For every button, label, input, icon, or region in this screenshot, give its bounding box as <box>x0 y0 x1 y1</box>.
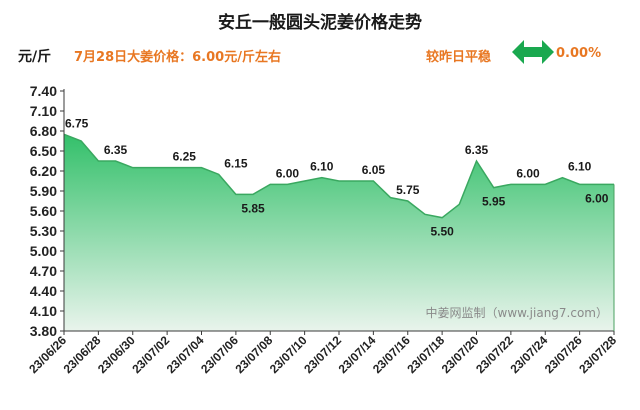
change-percent-text: 0.00% <box>556 46 602 61</box>
price-summary-text: 7月28日大姜价格：6.00元/斤左右 <box>74 50 281 65</box>
y-tick-label: 6.80 <box>30 123 57 139</box>
y-tick-label: 5.90 <box>30 183 57 199</box>
data-label: 6.10 <box>310 160 334 174</box>
y-tick-label: 7.10 <box>30 103 57 119</box>
data-label: 6.75 <box>65 116 89 130</box>
double-arrow-icon <box>512 40 554 64</box>
y-axis-unit-label: 元/斤 <box>18 49 52 65</box>
data-label: 5.85 <box>241 201 265 215</box>
x-tick-label: 23/07/28 <box>576 333 619 376</box>
data-label: 5.95 <box>482 195 506 209</box>
data-label: 6.05 <box>362 163 386 177</box>
y-tick-label: 4.70 <box>30 263 57 279</box>
data-label: 5.50 <box>430 225 454 239</box>
y-tick-label: 4.10 <box>30 303 57 319</box>
data-label: 5.75 <box>396 183 420 197</box>
data-label: 6.00 <box>585 191 609 205</box>
y-tick-label: 3.80 <box>30 323 57 339</box>
y-tick-label: 5.00 <box>30 243 57 259</box>
y-tick-label: 6.20 <box>30 163 57 179</box>
y-tick-label: 6.50 <box>30 143 57 159</box>
price-area <box>64 134 614 331</box>
data-label: 6.10 <box>568 160 592 174</box>
data-label: 6.15 <box>224 156 248 170</box>
y-tick-label: 5.30 <box>30 223 57 239</box>
chart-title: 安丘一般圆头泥姜价格走势 <box>218 13 422 33</box>
y-tick-label: 4.40 <box>30 283 57 299</box>
price-line-series <box>63 133 614 219</box>
data-label: 6.35 <box>104 143 128 157</box>
data-label: 6.35 <box>465 143 489 157</box>
data-label: 6.00 <box>276 166 300 180</box>
data-label: 6.00 <box>516 166 540 180</box>
watermark-text: 中姜网监制（www.jiang7.com） <box>426 305 608 320</box>
compare-text: 较昨日平稳 <box>426 50 492 65</box>
data-label: 6.25 <box>173 150 197 164</box>
y-tick-label: 5.60 <box>30 203 57 219</box>
y-tick-label: 7.40 <box>30 83 57 99</box>
